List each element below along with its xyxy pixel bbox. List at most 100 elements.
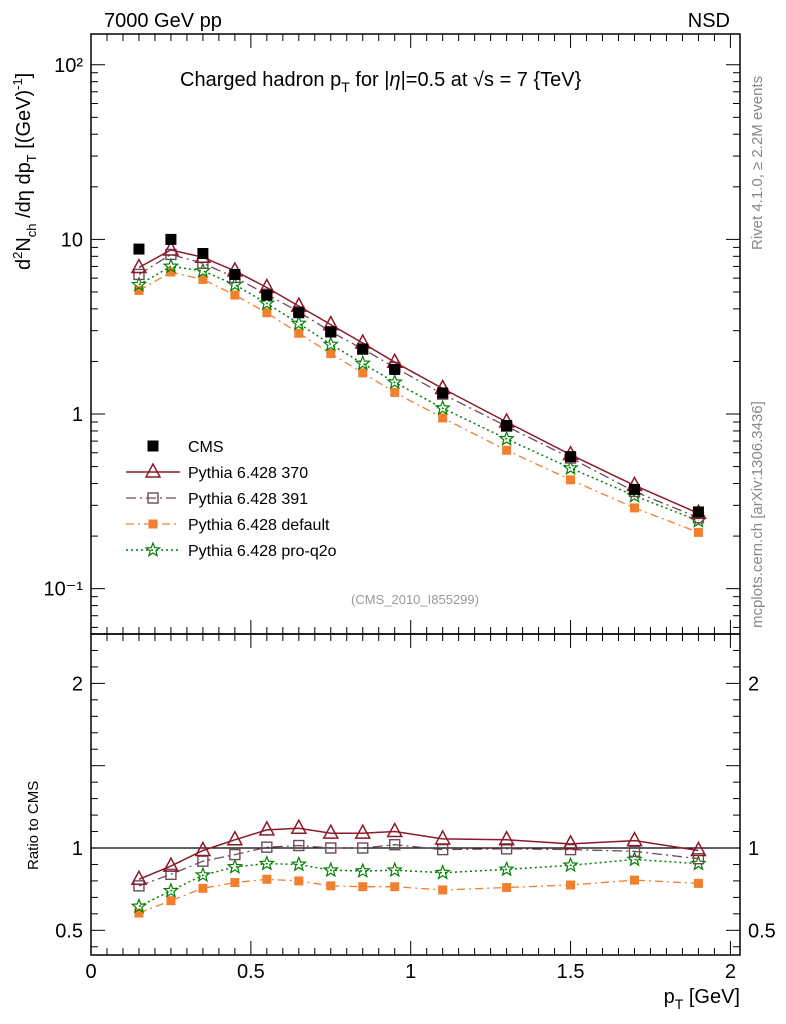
ratio-series xyxy=(130,818,707,918)
data-point-cms xyxy=(357,343,369,355)
data-point-pq2o xyxy=(354,354,371,371)
legend: CMS Pythia 6.428 370 Pythia 6.428 391 Pythi… xyxy=(126,439,337,560)
ratio-point-pq2o xyxy=(290,855,308,872)
ratio-point-p370 xyxy=(258,820,276,836)
data-point-pdef xyxy=(230,290,240,300)
legend-label-cms: CMS xyxy=(188,439,224,456)
ratio-point-pq2o xyxy=(322,861,340,878)
ratio-point-p370 xyxy=(690,840,707,857)
y-tick-label-main: 10² xyxy=(54,55,83,77)
chart-title: Charged hadron pT for |η|=0.5 at √s = 7 … xyxy=(180,69,582,95)
legend-marker-p391 xyxy=(147,492,159,504)
ratio-point-pdef xyxy=(166,896,176,906)
legend-entry-pdef: Pythia 6.428 default xyxy=(126,517,330,534)
data-point-pdef xyxy=(693,527,703,537)
ratio-panel-frame xyxy=(90,633,741,956)
data-point-pq2o xyxy=(386,373,403,390)
legend-label-pdef: Pythia 6.428 default xyxy=(188,517,330,534)
main-y-axis-label: d2Nch /dη dpT [(GeV)-1] xyxy=(10,73,39,270)
ratio-point-p370 xyxy=(226,830,244,846)
data-point-cms xyxy=(293,307,305,319)
data-point-p391 xyxy=(133,268,145,281)
ratio-point-pq2o xyxy=(194,866,212,883)
ratio-point-p370 xyxy=(562,834,579,850)
data-point-pdef xyxy=(390,387,400,397)
ratio-point-pdef xyxy=(693,878,703,888)
y-tick-label-ratio-right: 2 xyxy=(748,673,759,695)
ratio-point-p370 xyxy=(322,823,340,839)
ratio-point-pq2o xyxy=(386,861,403,878)
data-point-pq2o xyxy=(162,257,180,274)
ratio-point-pdef xyxy=(629,875,639,885)
ratio-point-p391 xyxy=(229,848,241,861)
data-point-pdef xyxy=(358,368,368,378)
ratio-series-pq2o xyxy=(130,850,707,914)
ratio-line-pq2o xyxy=(138,858,699,908)
ratio-point-pq2o xyxy=(226,858,244,874)
legend-entry-p370: Pythia 6.428 370 xyxy=(126,462,308,482)
data-point-pq2o xyxy=(498,430,515,446)
series-line-pq2o xyxy=(138,265,699,522)
ratio-point-pdef xyxy=(326,881,336,891)
ratio-axes: 0 0.5 1 1.5 20.5 0.51 12 2 xyxy=(55,634,776,983)
ratio-point-pq2o xyxy=(354,862,371,879)
analysis-id-text: (CMS_2010_I855299) xyxy=(351,592,479,607)
data-point-pq2o xyxy=(322,335,340,352)
ratio-series-p370 xyxy=(130,818,707,886)
data-point-cms xyxy=(692,506,704,518)
data-point-pdef xyxy=(198,274,208,284)
ratio-point-pdef xyxy=(134,908,144,918)
data-point-cms xyxy=(133,243,145,255)
ratio-point-p370 xyxy=(194,840,212,857)
data-point-cms xyxy=(628,483,640,495)
data-point-pdef xyxy=(629,503,639,513)
legend-entry-p391: Pythia 6.428 391 xyxy=(126,491,308,508)
ratio-point-p391 xyxy=(133,880,145,892)
x-tick-label: 2 xyxy=(725,961,736,983)
legend-marker-pq2o xyxy=(144,541,162,558)
ratio-point-pq2o xyxy=(498,860,515,877)
series-line-pdef xyxy=(138,271,699,534)
data-point-pdef xyxy=(502,445,512,455)
ratio-point-pq2o xyxy=(434,864,451,880)
ratio-point-pdef xyxy=(502,883,512,893)
y-tick-label-ratio: 2 xyxy=(72,673,83,695)
ratio-point-pdef xyxy=(438,885,448,895)
ratio-point-p370 xyxy=(162,856,180,872)
data-point-pdef xyxy=(294,328,304,338)
ratio-point-p391 xyxy=(500,843,513,855)
ratio-point-pdef xyxy=(566,880,576,890)
ratio-point-p370 xyxy=(434,829,451,845)
data-point-pdef xyxy=(134,285,144,295)
x-axis-label: pT [GeV] xyxy=(664,986,740,1012)
x-tick-label: 0 xyxy=(85,961,96,983)
ratio-point-p391 xyxy=(261,841,273,853)
data-point-cms xyxy=(325,326,337,338)
ratio-point-p370 xyxy=(130,869,148,886)
data-point-cms xyxy=(565,451,577,463)
main-axes: 10⁻¹ 1 10 10² xyxy=(44,34,740,634)
data-point-pq2o xyxy=(290,314,308,331)
ratio-point-pq2o xyxy=(130,897,148,914)
ratio-point-p391 xyxy=(692,853,705,865)
series-line-p391 xyxy=(138,253,699,519)
y-tick-label-main: 10⁻¹ xyxy=(44,579,84,601)
data-point-pq2o xyxy=(258,294,276,311)
data-point-cms xyxy=(437,387,449,399)
data-point-p370 xyxy=(130,257,148,274)
data-point-pdef xyxy=(438,413,448,423)
ratio-point-pdef xyxy=(262,874,272,884)
ratio-point-p370 xyxy=(498,830,515,846)
data-point-p370 xyxy=(162,240,180,256)
data-point-pdef xyxy=(166,267,176,277)
main-series xyxy=(130,233,707,537)
legend-marker-p370 xyxy=(144,462,162,478)
series-cms xyxy=(133,233,704,518)
ratio-point-pdef xyxy=(230,878,240,888)
data-point-cms xyxy=(165,233,177,245)
ratio-point-pdef xyxy=(294,876,304,886)
ratio-point-pq2o xyxy=(626,850,643,867)
ratio-line-p391 xyxy=(138,844,699,887)
ratio-line-pdef xyxy=(138,878,699,914)
legend-marker-pdef xyxy=(148,519,158,529)
